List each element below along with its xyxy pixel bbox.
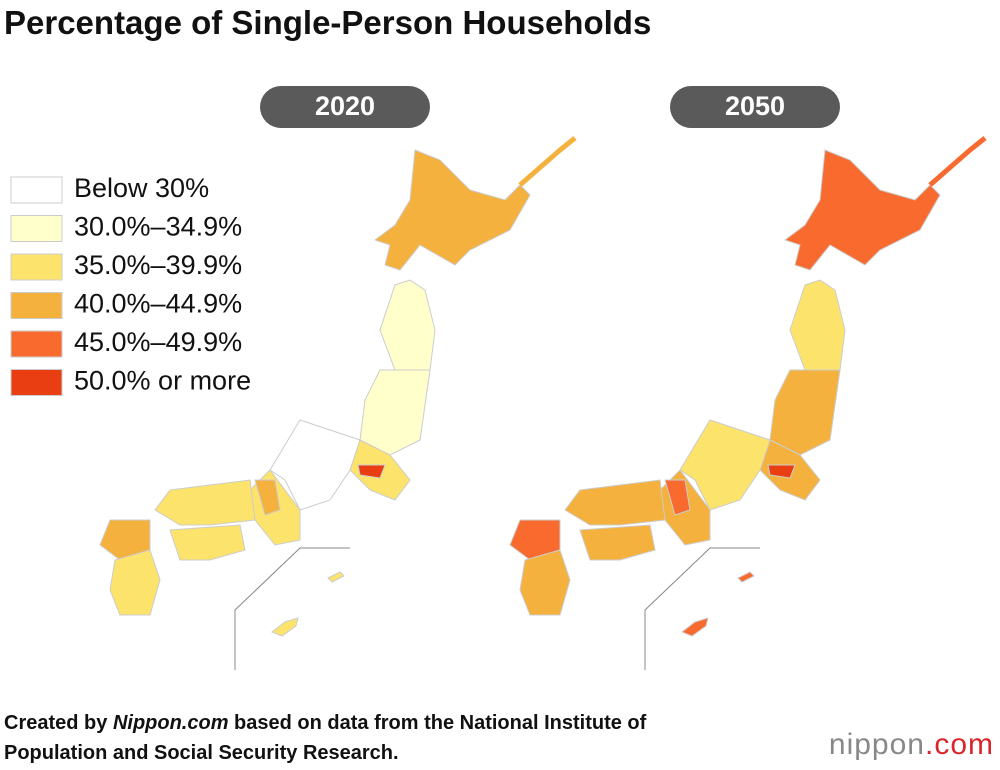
- region: [783, 149, 941, 271]
- region: [270, 617, 299, 637]
- legend-swatch: [10, 292, 63, 319]
- inset-border: [644, 547, 760, 670]
- logo: nippon.com: [829, 728, 994, 762]
- legend-swatch: [10, 330, 63, 358]
- japan-map: 2020: [99, 86, 577, 670]
- region: [579, 524, 656, 561]
- region: [269, 419, 361, 511]
- kuril-islands: [928, 136, 987, 187]
- legend-swatch: [10, 176, 63, 204]
- logo-suffix: .com: [924, 728, 994, 761]
- region: [373, 149, 531, 271]
- region: [327, 571, 345, 583]
- japan-map: 2050: [509, 86, 987, 670]
- legend-swatch: [10, 215, 63, 242]
- region: [379, 279, 436, 371]
- footer: Created by Nippon.com based on data from…: [4, 708, 646, 768]
- legend-label: 35.0%–39.9%: [74, 250, 242, 280]
- region: [109, 549, 161, 616]
- legend-label: 45.0%–49.9%: [74, 327, 242, 357]
- legend-label: 50.0% or more: [74, 366, 251, 396]
- footer-text: Population and Social Security Research.: [4, 742, 399, 764]
- year-label: 2050: [725, 91, 785, 121]
- year-label: 2020: [315, 91, 375, 121]
- title: Percentage of Single-Person Households: [4, 4, 652, 41]
- region: [359, 369, 431, 456]
- region: [767, 464, 796, 479]
- region: [564, 479, 666, 526]
- kuril-islands: [518, 136, 577, 187]
- legend-swatch: [10, 369, 63, 396]
- legend-label: Below 30%: [74, 173, 209, 203]
- footer-text: Created by: [4, 712, 113, 734]
- region: [680, 617, 709, 637]
- region: [169, 524, 246, 561]
- inset-border: [234, 547, 350, 670]
- legend-label: 30.0%–34.9%: [74, 212, 242, 242]
- region: [519, 549, 571, 616]
- footer-source: Nippon.com: [112, 712, 229, 734]
- legend-swatch: [10, 253, 63, 281]
- region: [737, 571, 755, 583]
- footer-text: based on data from the National Institut…: [228, 712, 647, 734]
- region: [769, 369, 841, 456]
- legend-label: 40.0%–44.9%: [74, 289, 242, 319]
- region: [664, 479, 691, 516]
- region: [357, 464, 386, 479]
- region: [679, 419, 771, 511]
- region: [154, 479, 256, 526]
- region: [789, 279, 846, 371]
- year-pill: [260, 86, 430, 128]
- region: [254, 479, 281, 516]
- year-pill: [670, 86, 840, 128]
- logo-name: nippon: [828, 728, 925, 761]
